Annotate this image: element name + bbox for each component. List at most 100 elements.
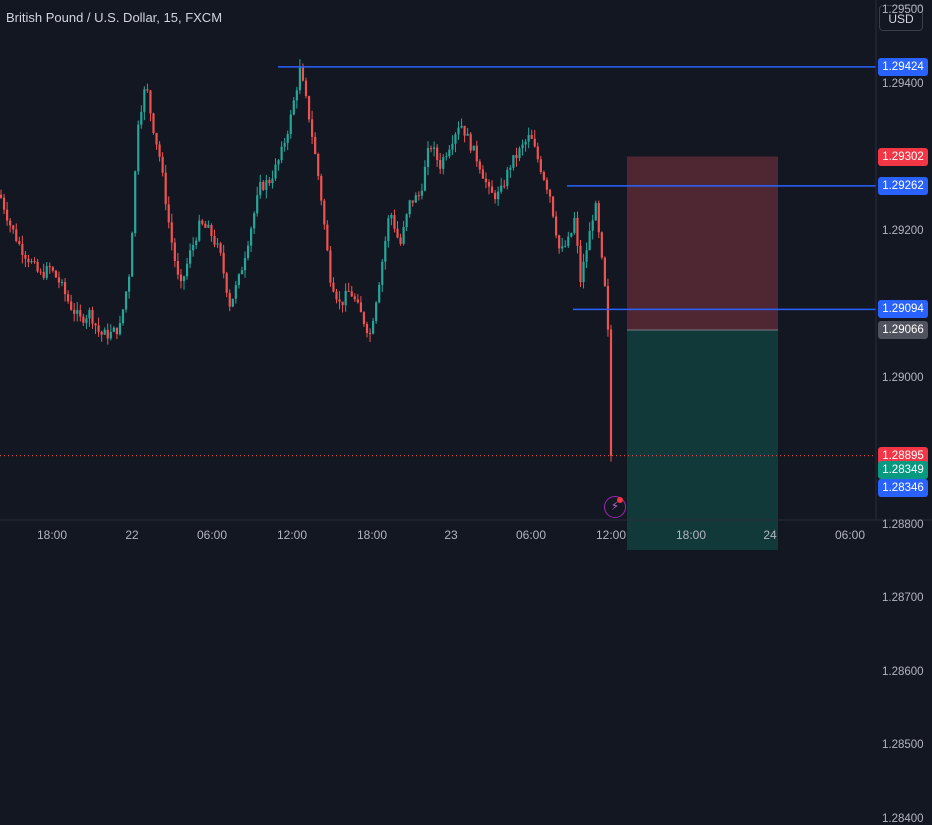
candle-body [45,266,48,278]
candle-body [295,90,298,101]
candle-body [521,144,524,149]
lightning-icon[interactable]: ⚡ [604,496,626,518]
candle-body [21,243,24,255]
currency-button[interactable]: USD [879,5,923,31]
candle-body [216,243,219,245]
candle-up [256,186,259,217]
candle-down [210,223,213,242]
candle-body [558,235,561,249]
candle-body [210,224,213,237]
horizontal-lines[interactable] [0,66,876,550]
candle-down [262,180,265,192]
candle-up [451,135,454,156]
candle-body [15,229,18,242]
candle-body [356,299,359,303]
candle-up [420,183,423,200]
candle-down [353,293,356,302]
candle-up [240,266,244,275]
candle-body [527,134,530,142]
candle-down [347,282,350,292]
candle-up [182,275,186,290]
stop-loss-zone [627,156,778,330]
candle-body [329,250,332,283]
candle-down [152,112,155,135]
candle-body [551,196,555,217]
candle-body [378,284,381,303]
candle-body [173,242,176,262]
candle-body [149,90,152,114]
candle-body [439,160,442,169]
candle-up [289,109,292,139]
candle-body [436,147,439,161]
candle-body [289,114,292,135]
candle-up [585,242,588,269]
candle-down [463,125,466,143]
candle-body [54,270,57,278]
candle-body [582,261,585,283]
candle-body [548,189,552,197]
candle-down [201,219,204,226]
candle-down [484,172,488,189]
candle-body [609,329,613,456]
candle-body [155,133,158,145]
candle-body [268,180,271,184]
candle-up [231,298,234,308]
price-tick: 1.28500 [882,739,924,751]
candle-body [500,185,503,192]
candle-body [387,218,390,242]
time-tick: 18:00 [356,528,388,542]
candle-body [179,274,183,282]
candle-up [512,155,515,171]
candle-down [609,324,613,462]
candle-body [0,194,3,198]
time-tick: 18:00 [36,528,68,542]
candle-down [576,211,579,254]
candle-body [451,143,454,150]
candle-up [564,240,567,248]
price-label-hline-2: 1.29262 [878,176,928,195]
candle-body [115,327,118,335]
candle-body [91,309,94,324]
candle-up [433,141,436,157]
candle-up [561,237,564,252]
candle-down [222,244,225,279]
candle-down [362,311,366,327]
candle-body [213,236,216,245]
candle-up [189,243,192,269]
candle-body [490,186,494,193]
candle-body [353,296,356,300]
candle-body [137,124,140,172]
candle-down [100,330,103,342]
candle-up [121,309,125,326]
candle-body [600,232,603,258]
candle-up [137,120,140,175]
candle-body [88,309,91,319]
candle-body [579,245,582,283]
candle-down [167,196,170,229]
candle-up [567,231,570,249]
candle-body [381,261,384,285]
candle-body [393,215,396,229]
candle-body [48,266,51,268]
candle-down [67,290,70,304]
candle-body [274,164,277,179]
candle-body [192,244,195,251]
candle-up [128,274,131,299]
time-tick: 12:00 [276,528,308,542]
candle-down [314,132,317,155]
candle-body [79,310,82,317]
candle-body [161,156,164,173]
candle-body [219,243,222,253]
candle-down [179,268,183,289]
candle-up [118,315,122,336]
candle-body [573,217,576,234]
candle-down [341,301,344,313]
candle-body [234,284,237,299]
candle-down [6,201,9,226]
candle-up [88,307,91,327]
candle-down [603,256,606,287]
candle-body [164,172,167,205]
price-chart[interactable] [0,0,932,550]
candle-body [262,181,265,190]
price-tick: 1.28800 [882,518,924,531]
